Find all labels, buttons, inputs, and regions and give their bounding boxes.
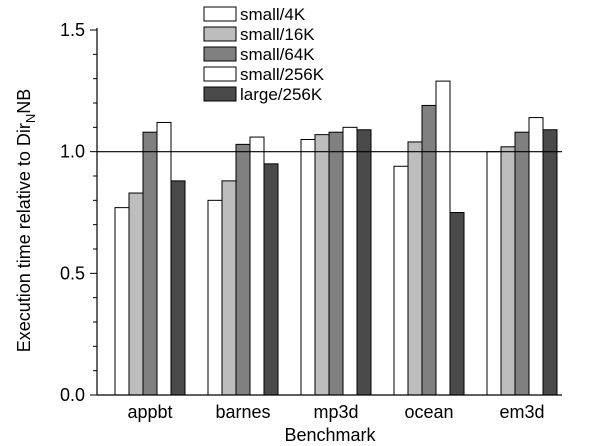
x-axis-label: Benchmark [284,425,376,445]
y-tick-label: 1.5 [60,20,85,40]
y-axis-label-subscript: N [23,114,38,123]
tick-labels: 0.0 0.5 1.0 1.5 appbt barnes mp3d ocean em3d [60,20,545,422]
x-tick-label-mp3d: mp3d [313,402,358,422]
bars-layer [114,80,558,396]
bar-appbt-large-256K [170,180,186,396]
legend-swatch-small-64K [203,46,237,62]
bar-barnes-small-16K [221,180,237,396]
legend-swatch-large-256K [203,86,237,102]
y-axis-label-main: Execution time relative to Dir [14,123,34,352]
legend-label-large-256K: large/256K [240,85,323,104]
bar-mp3d-small-256K [342,126,358,396]
bar-em3d-small-64K [514,131,530,396]
y-axis-label: Execution time relative to DirNNB [14,89,38,353]
bar-appbt-small-16K [128,192,144,396]
bar-mp3d-large-256K [356,129,372,396]
bar-barnes-small-64K [235,143,251,396]
x-tick-label-ocean: ocean [404,402,453,422]
bar-em3d-small-4K [486,151,502,396]
x-tick-label-appbt: appbt [127,402,172,422]
legend-label-small-4K: small/4K [240,5,306,24]
legend-label-small-256K: small/256K [240,65,325,84]
bar-barnes-large-256K [263,163,279,396]
bar-ocean-small-256K [435,80,451,396]
bar-mp3d-small-64K [328,131,344,396]
bar-appbt-small-256K [156,121,172,396]
y-tick-label: 0.5 [60,263,85,283]
x-tick-label-em3d: em3d [499,402,544,422]
bar-barnes-small-4K [207,199,223,396]
bar-mp3d-small-16K [314,134,330,396]
bar-ocean-small-64K [421,104,437,396]
legend-swatch-small-256K [203,66,237,82]
bar-em3d-large-256K [542,129,558,396]
legend-swatch-small-4K [203,6,237,22]
bar-em3d-small-256K [528,117,544,396]
bar-ocean-small-16K [407,141,423,396]
legend-label-small-16K: small/16K [240,25,315,44]
axes-layer [90,28,562,396]
x-tick-label-barnes: barnes [215,402,270,422]
y-tick-label: 0.0 [60,385,85,405]
bar-barnes-small-256K [249,136,265,396]
bar-mp3d-small-4K [300,139,316,396]
legend-swatch-small-16K [203,26,237,42]
y-axis-label-suffix: NB [14,89,34,114]
bar-appbt-small-4K [114,207,130,396]
legend-label-small-64K: small/64K [240,45,315,64]
bar-em3d-small-16K [500,146,516,396]
legend: small/4Ksmall/16Ksmall/64Ksmall/256Klarg… [203,5,325,104]
bar-appbt-small-64K [142,131,158,396]
bar-ocean-small-4K [393,165,409,396]
bar-ocean-large-256K [449,212,465,396]
y-tick-label: 1.0 [60,142,85,162]
